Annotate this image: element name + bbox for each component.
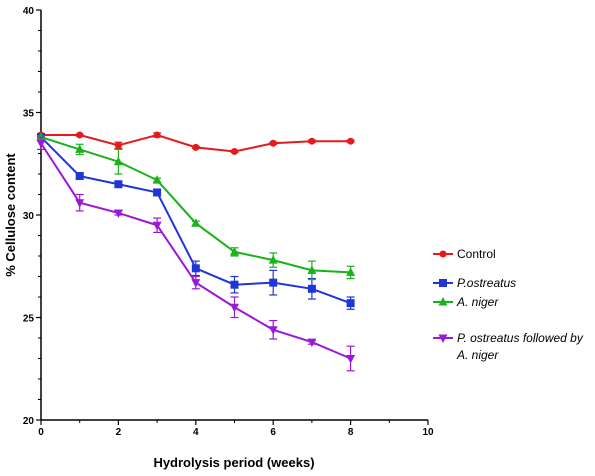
- series-1: [37, 133, 355, 310]
- x-tick-label: 0: [38, 427, 44, 438]
- data-point: [307, 265, 317, 274]
- legend-label: A. niger: [456, 348, 499, 362]
- legend-label: P.ostreatus: [457, 276, 516, 290]
- data-point: [75, 199, 85, 208]
- data-point: [307, 338, 317, 348]
- series-2: [36, 132, 356, 281]
- data-point: [308, 137, 316, 145]
- data-point: [36, 132, 46, 141]
- legend-marker: [439, 250, 447, 258]
- legend-item-2: A. niger: [433, 295, 499, 309]
- data-point: [347, 137, 355, 145]
- data-point: [230, 303, 239, 313]
- data-point: [153, 131, 161, 139]
- y-tick-label: 35: [23, 109, 35, 120]
- data-point: [114, 141, 122, 149]
- x-tick-label: 6: [270, 427, 276, 438]
- data-point: [231, 147, 238, 155]
- series-line: [40, 142, 351, 360]
- y-axis-title: % Cellulose content: [3, 153, 18, 277]
- y-tick-label: 30: [23, 211, 35, 222]
- data-point: [346, 355, 356, 364]
- y-tick-label: 20: [23, 416, 35, 427]
- legend-item-3: P. ostreatus followed by A. niger: [433, 331, 584, 362]
- legend-marker: [438, 297, 448, 306]
- data-point: [191, 218, 201, 227]
- data-point: [307, 284, 316, 293]
- data-point: [346, 299, 355, 308]
- data-point: [346, 267, 356, 276]
- data-point: [36, 139, 46, 149]
- legend-label: Control: [457, 247, 496, 261]
- data-point: [191, 264, 200, 273]
- chart-axes: 20 25 30 35 40 0 2 4 6 8 10: [23, 6, 434, 438]
- legend-marker: [438, 334, 448, 343]
- data-point: [268, 255, 278, 264]
- legend-marker: [439, 279, 447, 287]
- x-tick-label: 4: [193, 427, 199, 438]
- x-tick-label: 8: [348, 427, 354, 438]
- data-point: [76, 131, 84, 139]
- data-point: [152, 221, 162, 231]
- series-0: [37, 131, 355, 155]
- data-point: [192, 143, 200, 151]
- y-tick-label: 25: [23, 314, 35, 325]
- y-tick-label: 40: [23, 6, 35, 17]
- data-point: [75, 144, 85, 153]
- data-point: [268, 326, 278, 335]
- data-point: [75, 172, 84, 181]
- legend-item-1: P.ostreatus: [433, 276, 516, 290]
- x-tick-label: 10: [422, 427, 434, 438]
- data-point: [152, 175, 162, 184]
- chart-series: [36, 131, 356, 372]
- x-tick-label: 2: [116, 427, 122, 438]
- data-point: [153, 188, 162, 197]
- data-point: [230, 246, 239, 256]
- data-point: [113, 156, 123, 166]
- data-point: [269, 139, 277, 147]
- x-axis-title: Hydrolysis period (weeks): [153, 455, 314, 470]
- data-point: [230, 280, 239, 289]
- legend-label: A. niger: [456, 295, 499, 309]
- data-point: [269, 278, 278, 287]
- data-point: [113, 209, 123, 218]
- legend-item-0: Control: [433, 247, 496, 261]
- data-point: [114, 180, 123, 189]
- series-3: [36, 136, 356, 372]
- legend-label: P. ostreatus followed by: [457, 331, 584, 345]
- data-point: [191, 279, 201, 288]
